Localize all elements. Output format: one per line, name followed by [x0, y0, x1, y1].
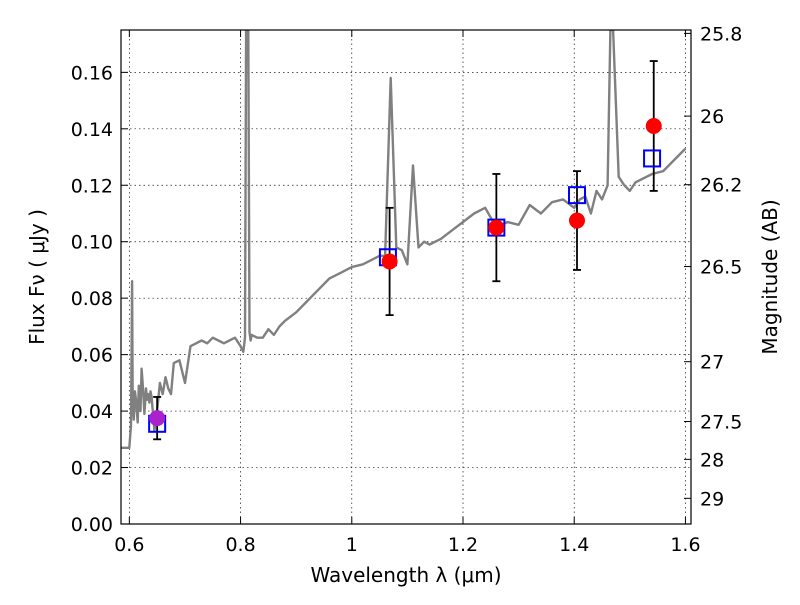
right-tick-label: 27 [700, 352, 724, 374]
y-axis-label: Flux Fν ( μJy ) [25, 209, 49, 345]
observed-flux-marker [569, 212, 585, 229]
y-tick-label: 0.08 [71, 288, 113, 310]
y-tick-label: 0.10 [71, 232, 113, 254]
right-tick-label: 25.8 [700, 23, 742, 45]
right-tick-label: 26 [700, 106, 724, 128]
right-tick-label: 26.2 [700, 175, 742, 197]
y-tick-label: 0.02 [71, 458, 113, 480]
x-tick-label: 1.2 [448, 534, 478, 556]
y-tick-label: 0.14 [71, 119, 113, 141]
y-tick-label: 0.06 [71, 345, 113, 367]
observed-flux-marker [381, 253, 398, 270]
x-tick-label: 1 [346, 534, 358, 556]
right-tick-label: 28 [700, 449, 724, 471]
observed-flux-marker [645, 117, 662, 134]
y-tick-label: 0.12 [71, 175, 113, 197]
x-axis-label: Wavelength λ (μm) [310, 563, 501, 587]
observed-flux-marker [149, 410, 166, 427]
plot-data [121, 30, 687, 449]
x-tick-label: 1.6 [670, 534, 700, 556]
right-tick-label: 27.5 [700, 412, 742, 434]
x-tick-label: 0.8 [225, 534, 255, 556]
right-tick-label: 29 [700, 488, 724, 510]
x-tick-label: 0.6 [114, 534, 144, 556]
x-tick-label: 1.4 [559, 534, 589, 556]
plot-frame [120, 29, 692, 525]
axes: 0.6 0.8 1 1.2 1.4 1.6 0.00 0.02 0.04 0.06 0.08 0.10… [71, 23, 743, 556]
model-spectrum-line [121, 30, 687, 449]
synthetic-flux-marker [568, 186, 586, 205]
observed-flux-marker [488, 219, 505, 236]
right-tick-label: 26.5 [700, 257, 742, 279]
y-tick-label: 0.16 [71, 62, 113, 84]
synthetic-flux-marker [643, 149, 662, 168]
y-tick-label: 0.00 [71, 514, 113, 536]
y-tick-label: 0.04 [71, 401, 113, 423]
right-axis-label: Magnitude (AB) [758, 199, 782, 354]
grid-lines [121, 30, 691, 525]
